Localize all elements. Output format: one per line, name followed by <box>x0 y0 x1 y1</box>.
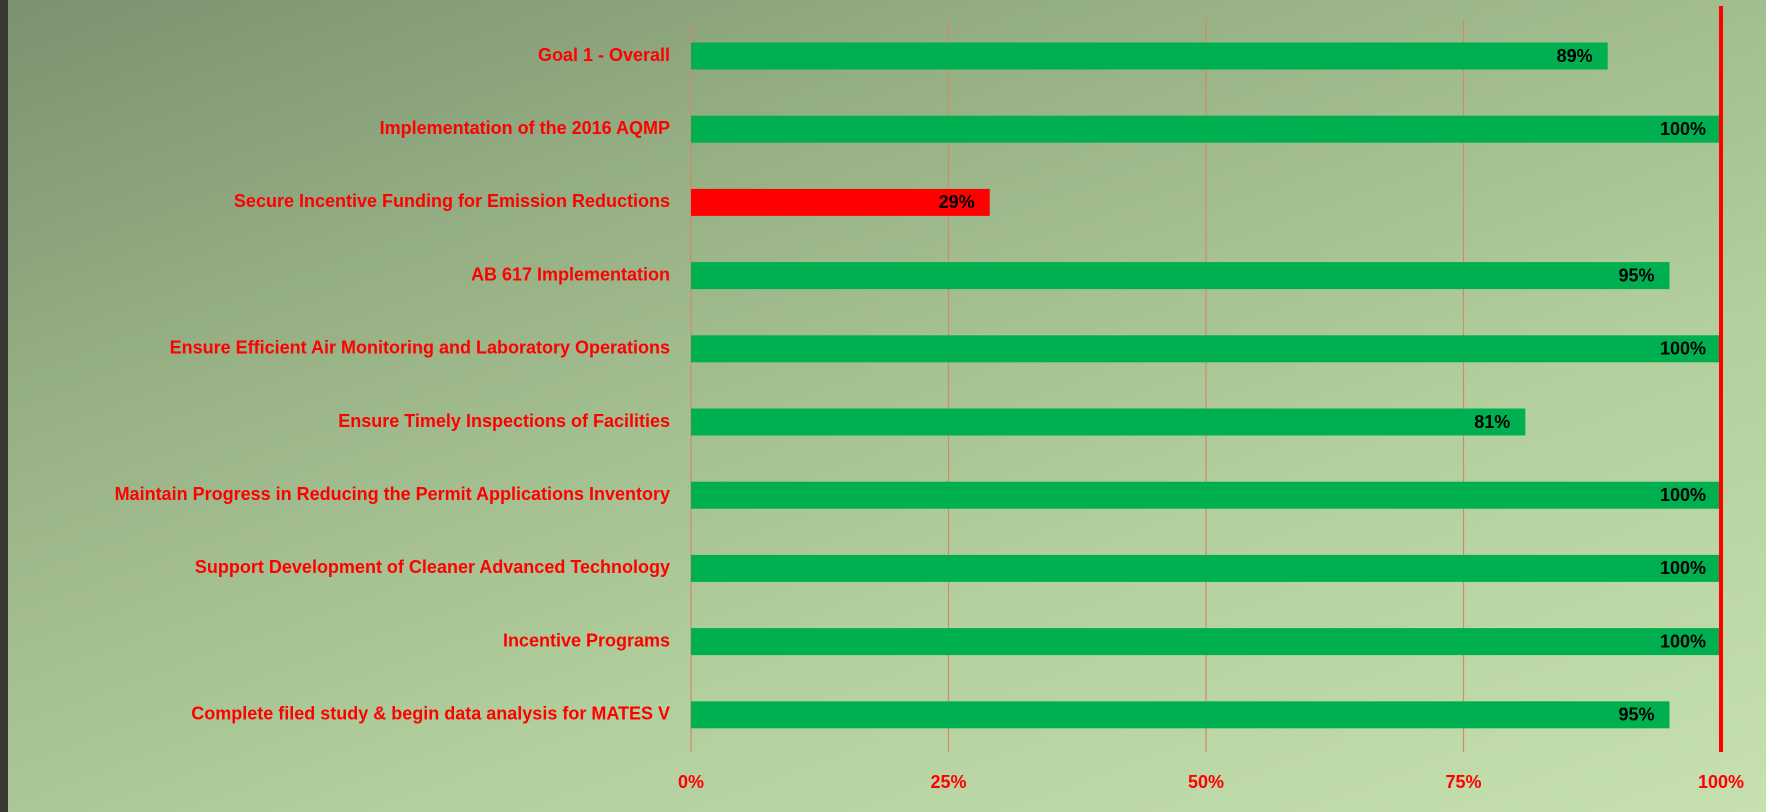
x-tick-label: 0% <box>678 772 704 792</box>
bar <box>691 628 1721 656</box>
category-label: Complete filed study & begin data analys… <box>191 704 670 724</box>
bar <box>691 408 1526 436</box>
category-label: Incentive Programs <box>503 630 670 650</box>
x-tick-label: 100% <box>1698 772 1744 792</box>
data-label: 100% <box>1660 339 1706 359</box>
category-label: Secure Incentive Funding for Emission Re… <box>234 191 670 211</box>
data-label: 81% <box>1474 412 1510 432</box>
category-label: Support Development of Cleaner Advanced … <box>195 557 670 577</box>
left-edge <box>0 0 8 812</box>
bar <box>691 335 1721 363</box>
data-label: 95% <box>1618 705 1654 725</box>
category-label: AB 617 Implementation <box>471 264 670 284</box>
bar <box>691 188 990 216</box>
data-label: 100% <box>1660 485 1706 505</box>
category-label: Ensure Timely Inspections of Facilities <box>338 411 670 431</box>
category-label: Implementation of the 2016 AQMP <box>380 118 670 138</box>
data-label: 29% <box>939 192 975 212</box>
bar <box>691 262 1670 290</box>
data-label: 100% <box>1660 119 1706 139</box>
category-label: Maintain Progress in Reducing the Permit… <box>115 484 670 504</box>
data-label: 100% <box>1660 558 1706 578</box>
bar <box>691 701 1670 729</box>
bar <box>691 481 1721 509</box>
data-label: 89% <box>1557 46 1593 66</box>
bar <box>691 554 1721 582</box>
x-tick-label: 50% <box>1188 772 1224 792</box>
category-label: Goal 1 - Overall <box>538 45 670 65</box>
data-label: 95% <box>1618 265 1654 285</box>
bar <box>691 42 1608 70</box>
x-tick-label: 75% <box>1445 772 1481 792</box>
x-tick-label: 25% <box>930 772 966 792</box>
data-label: 100% <box>1660 631 1706 651</box>
bar <box>691 115 1721 143</box>
category-label: Ensure Efficient Air Monitoring and Labo… <box>170 338 670 358</box>
